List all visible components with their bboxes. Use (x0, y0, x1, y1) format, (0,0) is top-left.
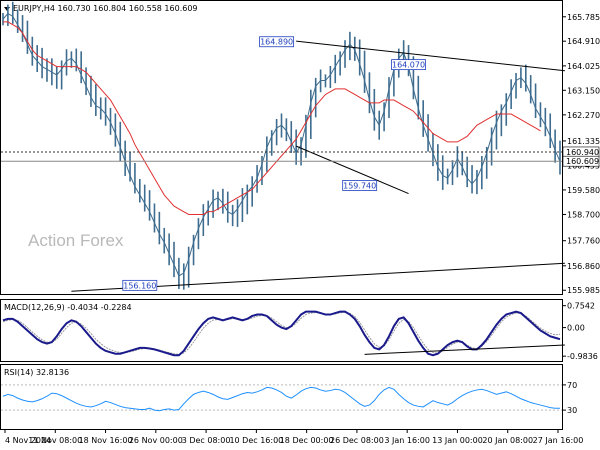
price-y-tick-label: 162.270 (567, 111, 600, 120)
rsi-title: RSI(14) 32.8136 (4, 368, 69, 377)
x-tick-label: 18 Dec 00:00 (280, 436, 334, 445)
macd-trendline[interactable] (364, 344, 565, 355)
price-y-tick-label: 157.760 (567, 237, 600, 246)
level-badge: 160.940 (562, 146, 600, 158)
axis-layer: 165.785 164.910 164.025 163.150 162.270 161.3… (4, 13, 600, 445)
annotation-label: 164.070 (392, 61, 425, 70)
rsi-y-tick-label: 30 (567, 406, 577, 415)
price-y-tick-label: 155.985 (567, 286, 600, 295)
macd-panel-frame (0, 299, 563, 362)
x-tick-label: 26 Nov 00:00 (129, 436, 183, 445)
chevron-down-icon[interactable] (4, 7, 10, 11)
x-tick-label: 4 Nov 2024 (5, 436, 51, 445)
x-tick-label: 18 Nov 16:00 (79, 436, 133, 445)
price-series-line (2, 12, 561, 277)
price-y-tick-label: 159.580 (567, 186, 600, 195)
macd-y-tick-label: 0.00 (567, 324, 585, 333)
rsi-line (2, 386, 560, 412)
macd-layer (2, 310, 565, 357)
x-tick-label: 27 Jan 16:00 (533, 436, 584, 445)
x-tick-label: 20 Jan 08:00 (482, 436, 533, 445)
price-layer: 164.890 164.070 159.740 156.160 (1, 1, 565, 292)
macd-signal-line (2, 311, 561, 355)
price-title: EURJPY,H4 160.730 160.804 160.558 160.60… (13, 4, 198, 13)
macd-line (2, 310, 561, 357)
macd-y-tick-label: -0.9836 (567, 352, 598, 361)
price-y-tick-label: 158.700 (567, 210, 600, 219)
price-y-tick-label: 163.150 (567, 86, 600, 95)
level-badge-label: 160.940 (566, 148, 599, 157)
price-y-tick-label: 164.025 (567, 62, 600, 71)
rsi-y-tick-label: 70 (567, 381, 577, 390)
price-trendline[interactable] (295, 145, 409, 195)
price-y-tick-label: 165.785 (567, 13, 600, 22)
rsi-layer (1, 384, 562, 412)
x-tick-label: 10 Dec 16:00 (229, 436, 283, 445)
moving-average-line (3, 21, 541, 215)
price-annotation: 159.740 (342, 180, 378, 191)
price-y-tick-label: 156.860 (567, 262, 600, 271)
x-tick-label: 13 Jan 00:00 (432, 436, 483, 445)
annotation-label: 159.740 (343, 181, 376, 190)
x-tick-label: 3 Dec 08:00 (182, 436, 231, 445)
price-annotation: 164.890 (259, 36, 295, 48)
price-annotation: 164.070 (391, 59, 426, 71)
price-y-tick-label: 164.910 (567, 37, 600, 46)
price-annotation: 156.160 (122, 279, 158, 291)
rsi-panel-frame (0, 364, 563, 430)
x-tick-label: 3 Jan 16:00 (384, 436, 430, 445)
x-tick-label: 11 Nov 08:00 (28, 436, 82, 445)
last-price-badge: 160.609 (562, 155, 600, 167)
x-tick-label: 26 Dec 08:00 (330, 436, 384, 445)
macd-y-tick-label: 0.7542 (567, 302, 595, 311)
annotation-label: 156.160 (123, 281, 156, 290)
price-trendline[interactable] (296, 40, 565, 72)
price-panel-frame (0, 0, 563, 295)
macd-title: MACD(12,26,9) -0.4034 -0.2284 (4, 303, 132, 312)
last-price-badge-label: 160.609 (566, 157, 599, 166)
watermark: Action Forex (28, 231, 124, 250)
annotation-label: 164.890 (260, 38, 293, 47)
price-y-tick-label: 161.335 (567, 137, 600, 146)
